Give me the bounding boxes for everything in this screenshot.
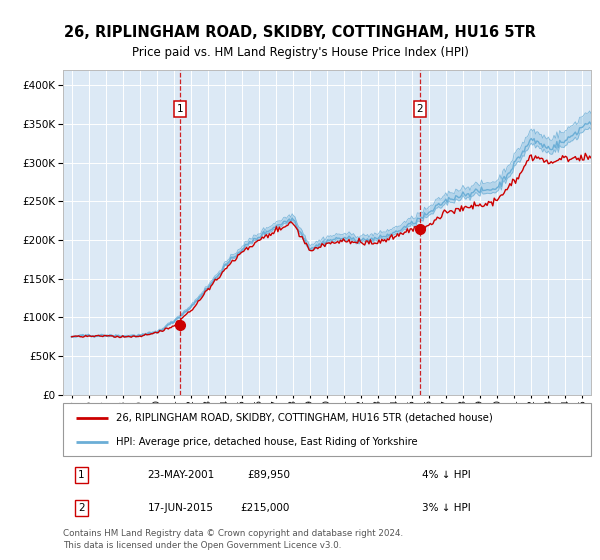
Text: 26, RIPLINGHAM ROAD, SKIDBY, COTTINGHAM, HU16 5TR (detached house): 26, RIPLINGHAM ROAD, SKIDBY, COTTINGHAM,… xyxy=(116,413,493,423)
Text: 1: 1 xyxy=(78,470,85,480)
Text: £215,000: £215,000 xyxy=(241,503,290,513)
Text: HPI: Average price, detached house, East Riding of Yorkshire: HPI: Average price, detached house, East… xyxy=(116,437,418,447)
Text: £89,950: £89,950 xyxy=(247,470,290,480)
FancyBboxPatch shape xyxy=(63,403,591,456)
Text: 4% ↓ HPI: 4% ↓ HPI xyxy=(422,470,471,480)
Text: Price paid vs. HM Land Registry's House Price Index (HPI): Price paid vs. HM Land Registry's House … xyxy=(131,46,469,59)
Text: Contains HM Land Registry data © Crown copyright and database right 2024.
This d: Contains HM Land Registry data © Crown c… xyxy=(63,529,403,550)
Text: 1: 1 xyxy=(177,104,184,114)
Text: 17-JUN-2015: 17-JUN-2015 xyxy=(148,503,214,513)
Text: 26, RIPLINGHAM ROAD, SKIDBY, COTTINGHAM, HU16 5TR: 26, RIPLINGHAM ROAD, SKIDBY, COTTINGHAM,… xyxy=(64,25,536,40)
Text: 23-MAY-2001: 23-MAY-2001 xyxy=(148,470,215,480)
Text: 2: 2 xyxy=(416,104,424,114)
Text: 3% ↓ HPI: 3% ↓ HPI xyxy=(422,503,471,513)
Text: 2: 2 xyxy=(78,503,85,513)
